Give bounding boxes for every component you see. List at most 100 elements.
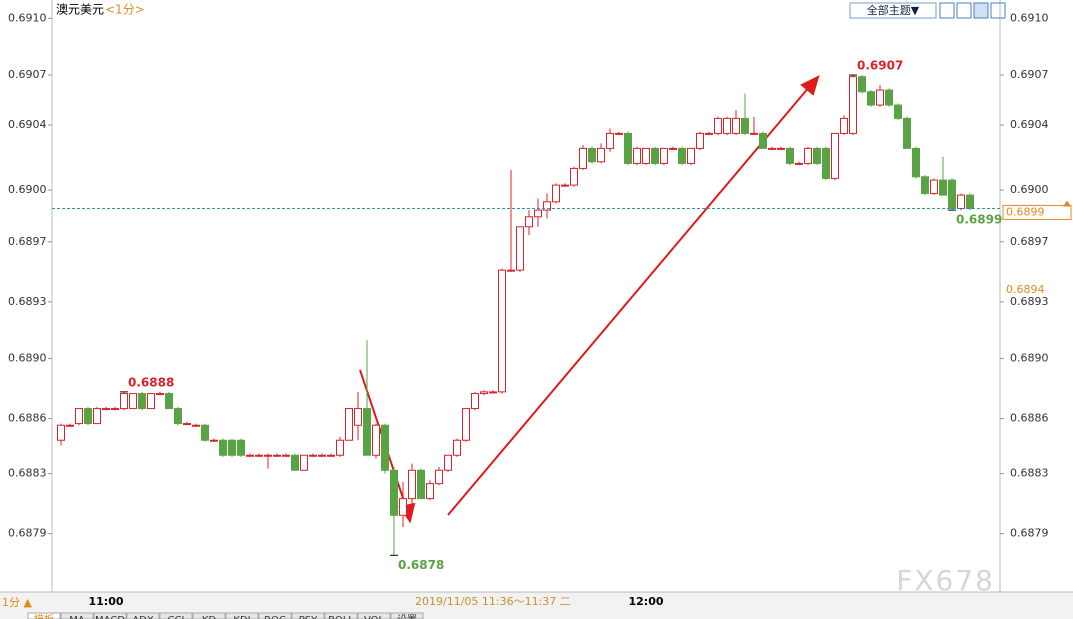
candle-body [345, 408, 353, 441]
candle-body [624, 132, 632, 164]
candle-body [210, 439, 218, 442]
candle-body [534, 209, 542, 218]
candle-body [444, 454, 452, 471]
tab[interactable] [27, 612, 61, 619]
tab-label[interactable]: 模板 [34, 613, 54, 619]
candle-body [732, 117, 740, 134]
candle-body [696, 132, 704, 149]
candle-body [480, 391, 488, 395]
candle-body [471, 393, 479, 410]
y-tick-label: 0.6883 [8, 467, 47, 480]
annotation: 0.6888 [128, 375, 174, 389]
tab[interactable] [159, 612, 193, 619]
candle-body [246, 454, 254, 457]
icon[interactable] [939, 2, 955, 19]
last-price-box [1002, 204, 1072, 220]
tab[interactable] [258, 612, 292, 619]
y2-tick-label: 0.6907 [1010, 68, 1049, 81]
tab[interactable] [390, 612, 424, 619]
candle-body [831, 132, 839, 179]
y-tick-label: 0.6900 [8, 183, 47, 196]
candle-body [939, 179, 947, 196]
candle-body [192, 424, 200, 427]
tab[interactable] [225, 612, 259, 619]
candle-body [894, 104, 902, 119]
candle-body [813, 147, 821, 164]
y2-tick-label: 0.6910 [1010, 11, 1049, 24]
tab-label[interactable]: CCI [168, 615, 185, 619]
candle-body [516, 226, 524, 271]
tab-label[interactable]: VOL [364, 615, 385, 619]
candle-body [228, 439, 236, 456]
candle-body [165, 393, 173, 410]
candle-body [570, 167, 578, 186]
tooltip: 2019/11/05 11:36～11:37 二 [415, 595, 571, 608]
y2-tick-label: 0.6904 [1010, 118, 1049, 131]
tab-label[interactable]: ROC [264, 615, 286, 619]
tab[interactable] [357, 612, 391, 619]
candle-body [75, 408, 83, 425]
candle-body [201, 424, 209, 441]
candle-body [327, 454, 335, 457]
icon[interactable] [990, 2, 1006, 19]
annotation: 0.6907 [857, 59, 903, 73]
tab-label[interactable]: BOLL [328, 615, 354, 619]
theme-button[interactable] [849, 2, 937, 19]
candle-body [876, 89, 884, 106]
candle-body [237, 439, 245, 456]
tab-label[interactable]: MA [69, 615, 85, 619]
arrow-up [447, 85, 811, 516]
candle-body [462, 408, 470, 441]
tab[interactable] [291, 612, 325, 619]
tab-label[interactable]: KD [202, 615, 217, 619]
candle-body [903, 117, 911, 149]
candle-body [606, 132, 614, 149]
candle-body [399, 498, 407, 516]
footer-period[interactable]: 1分 ▲ [2, 596, 32, 609]
tab-label[interactable]: PSY [299, 615, 318, 619]
candle-body [579, 147, 587, 169]
y2-tick-label: 0.6883 [1010, 467, 1049, 480]
candle-body [255, 454, 263, 457]
symbol: 澳元美元 [56, 3, 104, 17]
icon[interactable] [973, 2, 989, 19]
y-tick-label: 0.6907 [8, 68, 47, 81]
candle-body [912, 147, 920, 178]
reference-price-label: 0.6894 [1006, 283, 1045, 296]
candle-body [138, 393, 146, 410]
tab[interactable] [192, 612, 226, 619]
y-tick-label: 0.6890 [8, 352, 47, 365]
candle-body [561, 184, 569, 187]
toolbar-icons[interactable] [939, 2, 1006, 19]
y-tick-label: 0.6910 [8, 11, 47, 24]
candle-body [849, 76, 857, 134]
candle-body [66, 424, 74, 427]
candle-body [723, 117, 731, 134]
candle-body [795, 162, 803, 165]
candle-body [174, 408, 182, 425]
x-tick-label: 12:00 [628, 595, 663, 608]
tab[interactable] [60, 612, 94, 619]
tab-label[interactable]: KDJ [233, 615, 250, 619]
tab[interactable] [93, 612, 127, 619]
candle-body [867, 91, 875, 106]
candle-body [147, 393, 155, 410]
candle-body [660, 147, 668, 164]
candle-body [525, 216, 533, 228]
candle-body [381, 424, 389, 471]
tab-label[interactable]: MACD [95, 615, 125, 619]
tab[interactable] [324, 612, 358, 619]
tab[interactable] [126, 612, 160, 619]
theme-button-label[interactable]: 全部主题▼ [867, 3, 920, 17]
icon[interactable] [956, 2, 972, 19]
candle-body [840, 117, 848, 134]
tab-label[interactable]: ADX [132, 615, 154, 619]
y-tick-label: 0.6886 [8, 412, 47, 425]
tab-label[interactable]: 设置 [397, 614, 417, 619]
annotation: 0.6899 [956, 213, 1002, 227]
candle-body [120, 393, 128, 410]
candle-body [408, 469, 416, 500]
candle-body [57, 424, 65, 441]
candle-body [372, 424, 380, 456]
